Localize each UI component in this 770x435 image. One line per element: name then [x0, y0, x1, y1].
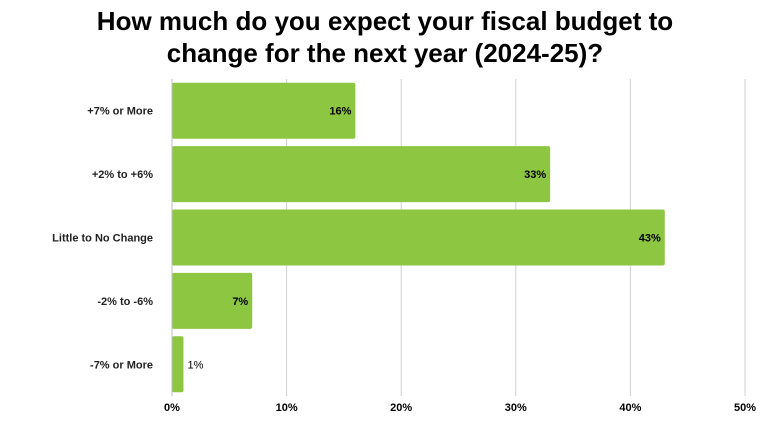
value-label-3: 7%	[232, 296, 248, 308]
x-tick-label-2: 20%	[390, 402, 412, 414]
value-label-2: 43%	[639, 233, 661, 245]
chart-title-line-1: How much do you expect your fiscal budge…	[96, 6, 674, 36]
category-label-3: -2% to -6%	[97, 296, 153, 308]
x-tick-label-0: 0%	[164, 402, 180, 414]
category-label-0: +7% or More	[87, 106, 153, 118]
category-label-2: Little to No Change	[52, 233, 153, 245]
bar-1	[172, 146, 551, 203]
x-tick-label-4: 40%	[619, 402, 641, 414]
x-tick-label-1: 10%	[276, 402, 298, 414]
value-label-0: 16%	[329, 106, 351, 118]
bar-2	[172, 209, 665, 266]
value-label-4: 1%	[187, 359, 203, 371]
value-label-1: 33%	[524, 169, 546, 181]
bar-4	[172, 336, 184, 393]
x-tick-label-5: 50%	[734, 402, 756, 414]
bar-0	[172, 82, 356, 139]
x-tick-label-3: 30%	[505, 402, 527, 414]
chart-title-line-2: change for the next year (2024-25)?	[166, 38, 604, 68]
category-label-1: +2% to +6%	[92, 169, 153, 181]
bar-3	[172, 272, 253, 329]
category-label-4: -7% or More	[90, 359, 153, 371]
